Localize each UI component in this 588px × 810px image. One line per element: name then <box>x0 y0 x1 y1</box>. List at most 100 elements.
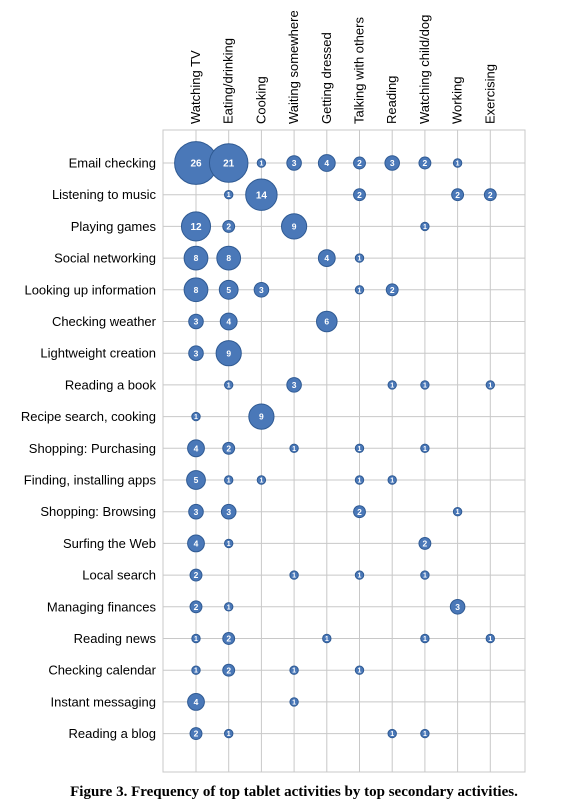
bubble: 2 <box>418 536 432 550</box>
bubble-value-label: 4 <box>324 253 329 263</box>
bubble-value-label: 1 <box>227 604 231 611</box>
bubble: 2 <box>353 505 366 519</box>
bubble-circle <box>224 190 234 200</box>
bubble-circle <box>289 697 299 707</box>
bubble-circle <box>253 282 270 298</box>
bubble: 2 <box>222 663 236 677</box>
row-label: Checking weather <box>52 314 157 329</box>
bubble-circle <box>420 570 430 580</box>
bubble-circle <box>289 665 299 675</box>
plot-frame <box>162 129 526 773</box>
bubble-value-label: 4 <box>194 538 199 548</box>
bubble-circle <box>224 538 234 549</box>
bubble: 1 <box>420 570 430 580</box>
bubble-value-label: 26 <box>190 159 202 170</box>
row-label: Email checking <box>69 156 156 171</box>
bubble-circle <box>289 570 299 580</box>
row-label: Playing games <box>71 219 157 234</box>
bubble-circle <box>353 188 366 202</box>
bubble-circle <box>187 693 205 711</box>
bubble-circle <box>322 633 332 644</box>
bubble-circle <box>186 470 206 490</box>
bubble-value-label: 1 <box>423 573 427 580</box>
bubble: 1 <box>354 443 365 453</box>
bubble-value-label: 2 <box>226 665 231 675</box>
bubble: 1 <box>354 285 365 295</box>
bubble-value-label: 1 <box>358 256 362 263</box>
bubble-value-label: 2 <box>390 285 395 295</box>
bubble-value-label: 1 <box>194 636 198 643</box>
row-label: Instant messaging <box>50 694 156 709</box>
bubble-value-label: 4 <box>226 317 231 327</box>
bubble-value-label: 1 <box>292 446 296 453</box>
row-label: Reading a blog <box>69 726 156 741</box>
bubble: 1 <box>354 253 365 263</box>
bubble-value-label: 12 <box>190 222 202 233</box>
bubble-value-label: 1 <box>259 161 263 168</box>
bubble-value-label: 1 <box>194 668 198 675</box>
row-label: Social networking <box>54 251 156 266</box>
bubble: 1 <box>256 475 267 485</box>
row-label: Reading news <box>74 631 157 646</box>
bubble-value-label: 1 <box>390 731 394 738</box>
bubble-circle <box>189 600 203 614</box>
bubble: 1 <box>354 665 365 675</box>
bubble-circle <box>215 340 242 367</box>
bubble-value-label: 9 <box>292 221 297 231</box>
row-label: Local search <box>82 568 156 583</box>
bubble-circle <box>224 602 234 612</box>
bubble-value-label: 1 <box>227 478 231 485</box>
bubble-value-label: 2 <box>194 570 199 580</box>
bubble-circle <box>188 345 204 361</box>
bubble: 3 <box>449 599 466 615</box>
bubble-value-label: 1 <box>423 446 427 453</box>
bubble-circle <box>187 439 205 458</box>
bubble-circle <box>183 245 209 271</box>
bubble-value-label: 5 <box>194 475 199 485</box>
bubble: 3 <box>188 345 204 361</box>
bubble-circle <box>354 665 365 675</box>
column-label: Talking with others <box>352 17 367 124</box>
column-label: Working <box>450 77 465 124</box>
bubble: 4 <box>317 249 336 268</box>
bubble-circle <box>218 279 239 300</box>
bubble-circle <box>188 313 204 330</box>
bubble: 1 <box>289 570 299 580</box>
figure-caption: Figure 3. Frequency of top tablet activi… <box>70 784 518 800</box>
bubble-circle <box>452 507 463 517</box>
bubble-circle <box>420 443 430 453</box>
bubble-value-label: 1 <box>488 636 492 643</box>
bubble-value-label: 3 <box>455 602 460 612</box>
bubble: 1 <box>289 697 299 707</box>
bubble-value-label: 1 <box>292 668 296 675</box>
bubble-circle <box>317 154 336 172</box>
bubble: 1 <box>420 728 430 739</box>
bubble-value-label: 1 <box>227 382 231 389</box>
bubble: 4 <box>219 312 238 331</box>
bubble-circle <box>485 380 495 390</box>
bubble: 4 <box>187 693 205 711</box>
bubble-value-label: 8 <box>194 253 199 263</box>
column-label: Exercising <box>482 64 497 124</box>
bubble-circle <box>354 443 365 453</box>
column-label: Reading <box>384 76 399 124</box>
bubble-value-label: 3 <box>259 285 264 295</box>
bubble-value-label: 4 <box>324 158 329 168</box>
bubble-circle <box>188 503 204 520</box>
bubble-value-label: 2 <box>226 221 231 231</box>
bubble-value-label: 3 <box>292 380 297 390</box>
bubble: 3 <box>384 155 400 171</box>
bubble-circle <box>248 403 275 430</box>
row-labels: Email checking Listening to music Playing … <box>21 156 157 742</box>
row-label: Shopping: Browsing <box>40 504 156 519</box>
bubble: 1 <box>289 665 299 675</box>
bubble: 2 <box>222 441 236 455</box>
bubble-circle <box>420 221 430 232</box>
bubble-value-label: 1 <box>227 731 231 738</box>
bubble-circle <box>245 178 278 211</box>
row-label: Listening to music <box>52 187 157 202</box>
row-label: Recipe search, cooking <box>21 409 156 424</box>
bubble: 2 <box>483 188 497 202</box>
column-label: Watching TV <box>188 50 203 124</box>
bubble-value-label: 1 <box>227 192 231 199</box>
